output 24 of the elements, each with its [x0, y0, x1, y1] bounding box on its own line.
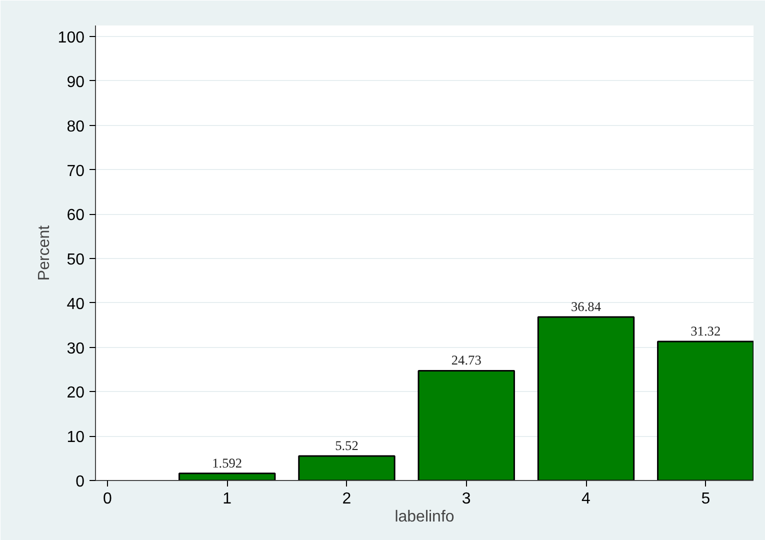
x-tick-label: 3 [462, 490, 471, 508]
y-tick-label: 0 [76, 474, 85, 490]
y-tick-label: 80 [66, 118, 85, 136]
y-axis-title: Percent [36, 224, 53, 281]
x-tick-label: 0 [103, 490, 112, 508]
y-tick-label: 40 [66, 296, 85, 313]
x-tick-label: 4 [582, 490, 591, 508]
x-tick-label: 1 [222, 490, 232, 508]
data-label: 36.84 [571, 298, 602, 314]
y-tick-label: 20 [66, 384, 85, 402]
data-label: 24.73 [451, 352, 482, 368]
y-tick-label: 10 [66, 429, 85, 446]
y-tick-label: 60 [66, 207, 85, 224]
x-axis-title: labelinfo [394, 508, 454, 526]
x-tick-label: 5 [701, 490, 710, 508]
y-tick-label: 70 [66, 162, 85, 180]
data-label: 31.32 [690, 323, 721, 338]
data-label: 1.592 [212, 455, 242, 470]
y-tick-label: 50 [66, 252, 85, 269]
y-tick-label: 100 [58, 30, 85, 47]
y-tick-label: 90 [66, 74, 85, 91]
data-label: 5.52 [335, 438, 358, 453]
y-tick-label: 30 [66, 340, 85, 358]
x-tick-label: 2 [342, 490, 352, 508]
